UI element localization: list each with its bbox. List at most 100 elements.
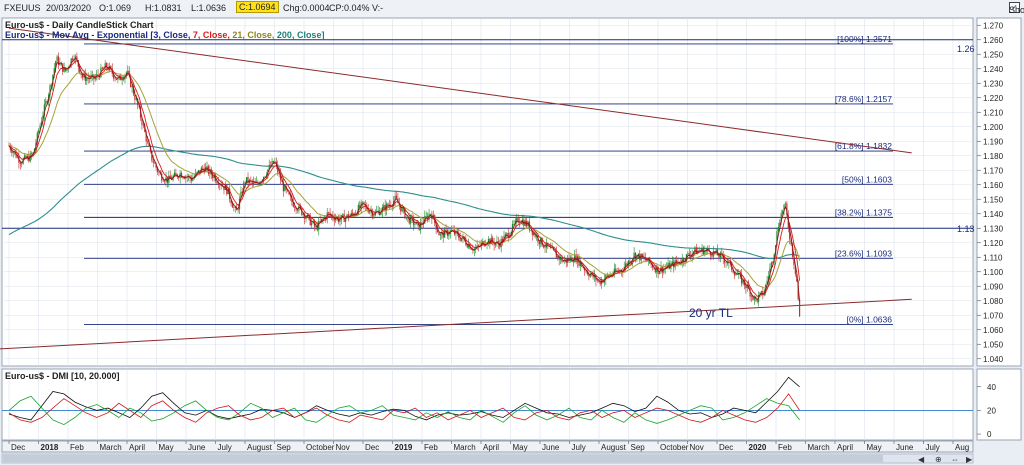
candle-body bbox=[726, 262, 729, 264]
candle-body bbox=[303, 213, 306, 219]
fib-label: [0%] 1.0636 bbox=[847, 315, 893, 325]
candle-body bbox=[736, 274, 738, 275]
dmi-panel[interactable] bbox=[1, 368, 974, 441]
price-panel[interactable] bbox=[1, 17, 974, 367]
candle-body bbox=[394, 195, 396, 201]
candle-body bbox=[180, 172, 183, 178]
ema7-line bbox=[8, 60, 801, 297]
candle-body bbox=[56, 56, 58, 62]
candle-body bbox=[489, 239, 491, 245]
candle-body bbox=[688, 253, 690, 256]
price-tick-label: 1.200 bbox=[983, 123, 1004, 132]
candle-body bbox=[683, 258, 685, 262]
ma-legend-21: 21, Close, bbox=[232, 30, 277, 40]
candle-body bbox=[57, 56, 60, 65]
dmi-tick-label: 40 bbox=[987, 383, 996, 392]
candle-body bbox=[268, 165, 270, 170]
level-126-label: 1.26 bbox=[957, 44, 975, 54]
candle-body bbox=[608, 275, 610, 277]
candle-body bbox=[219, 184, 221, 185]
price-tick-label: 1.240 bbox=[983, 65, 1004, 74]
price-tick-label: 1.250 bbox=[983, 50, 1004, 59]
ma-legend-7: 7, Close, bbox=[192, 30, 233, 40]
candle-body bbox=[562, 261, 565, 263]
candle-body bbox=[410, 216, 412, 224]
candle-body bbox=[538, 241, 540, 245]
time-tick-label: June bbox=[896, 443, 914, 452]
candle-body bbox=[784, 203, 787, 205]
time-tick-label: May bbox=[159, 443, 174, 452]
candle-body bbox=[81, 74, 84, 78]
candle-body bbox=[182, 177, 184, 179]
candle-body bbox=[217, 182, 219, 185]
time-tick-label: Dec bbox=[365, 443, 379, 452]
candle-body bbox=[79, 67, 81, 74]
time-tick-label: May bbox=[867, 443, 882, 452]
candle-body bbox=[559, 257, 562, 260]
price-ticks: 1.040 1.050 1.060 1.070 1.080 1.090 1.100 1.110… bbox=[977, 21, 1004, 364]
price-tick-label: 1.060 bbox=[983, 326, 1004, 335]
candle-body bbox=[270, 165, 272, 167]
show-last-toggle[interactable]: ✓ Show Last bbox=[1009, 2, 1024, 15]
scroll-left-icon[interactable]: ◀ bbox=[918, 455, 925, 464]
candle-body bbox=[585, 270, 587, 272]
chart-canvas[interactable]: [100%] 1.2571[78.6%] 1.2157[61.8%] 1.183… bbox=[0, 17, 1024, 465]
candle-body bbox=[156, 167, 159, 173]
candle-body bbox=[513, 223, 515, 225]
price-tick-label: 1.190 bbox=[983, 137, 1004, 146]
scrollbar-thumb[interactable] bbox=[3, 455, 883, 462]
candle-body bbox=[271, 160, 273, 167]
zoom-icon[interactable]: ⊕ bbox=[935, 455, 942, 464]
candle-body bbox=[598, 280, 600, 282]
candle-body bbox=[782, 211, 784, 214]
time-tick-label: Sep bbox=[277, 443, 292, 452]
candle-body bbox=[429, 213, 432, 215]
candle-body bbox=[315, 225, 317, 227]
candle-body bbox=[292, 201, 294, 207]
checkbox-icon[interactable]: ✓ bbox=[1009, 2, 1020, 13]
candle-body bbox=[395, 195, 398, 199]
dmi-adx-line bbox=[8, 376, 800, 421]
candle-body bbox=[246, 177, 248, 183]
candle-body bbox=[589, 274, 591, 277]
candle-body bbox=[718, 255, 720, 258]
candle-body bbox=[483, 241, 485, 246]
candle-body bbox=[572, 261, 574, 263]
candle-body bbox=[786, 203, 788, 216]
candle-body bbox=[400, 205, 402, 212]
dmi-axis bbox=[976, 368, 1022, 441]
open-value: O:1.069 bbox=[99, 3, 132, 13]
price-tick-label: 1.210 bbox=[983, 108, 1004, 117]
candle-body bbox=[766, 280, 768, 285]
scroll-right-icon[interactable]: ▶ bbox=[966, 455, 973, 464]
candle-body bbox=[70, 58, 72, 66]
candle-body bbox=[650, 262, 652, 265]
candle-body bbox=[687, 253, 689, 255]
candle-body bbox=[405, 216, 408, 219]
pan-icon[interactable]: ⇔ bbox=[951, 455, 959, 464]
candle-body bbox=[753, 296, 755, 300]
candle-body bbox=[460, 238, 463, 241]
candle-body bbox=[436, 229, 439, 233]
candle-body bbox=[168, 175, 170, 183]
candle-body bbox=[762, 291, 764, 296]
candle-body bbox=[448, 234, 450, 236]
time-ticks: Dec 2018 Feb March April May June July August Sep… bbox=[8, 441, 969, 452]
candle-body bbox=[492, 237, 494, 243]
candle-body bbox=[320, 218, 323, 222]
candle-body bbox=[142, 124, 144, 126]
candle-body bbox=[724, 258, 726, 263]
candle-body bbox=[780, 213, 782, 223]
fib-label: [78.6%] 1.2157 bbox=[835, 94, 892, 104]
candle-body bbox=[247, 177, 249, 184]
time-tick-label: Feb bbox=[778, 443, 792, 452]
scroll-buttons[interactable]: ◀ ⊕ ⇔ ▶ bbox=[918, 455, 973, 464]
candle-body bbox=[125, 72, 127, 75]
price-tick-label: 1.040 bbox=[983, 355, 1004, 364]
dmi-tick-label: 0 bbox=[987, 430, 992, 439]
price-tick-label: 1.100 bbox=[983, 268, 1004, 277]
ema-lines bbox=[8, 57, 801, 302]
candle-body bbox=[55, 61, 57, 69]
time-tick-label: April bbox=[129, 443, 145, 452]
candle-body bbox=[750, 295, 753, 297]
